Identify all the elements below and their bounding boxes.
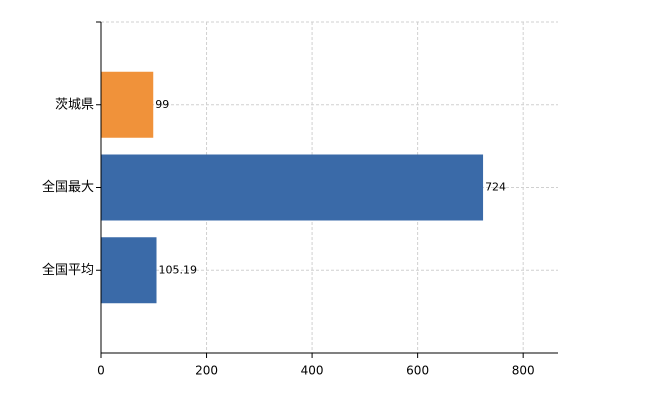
y-tick-label: 全国最大: [42, 179, 94, 195]
x-tick-label: 0: [97, 364, 105, 378]
bar: [101, 154, 484, 221]
y-tick-label: 全国平均: [42, 262, 94, 278]
x-tick-label: 600: [406, 364, 429, 378]
bar: [101, 71, 154, 138]
y-tick-label: 茨城県: [55, 97, 94, 112]
value-label: 724: [485, 181, 506, 194]
value-label: 99: [155, 98, 169, 111]
x-tick-label: 800: [512, 364, 535, 378]
x-tick-label: 400: [301, 364, 324, 378]
value-label: 105.19: [159, 263, 198, 276]
bar: [101, 237, 157, 304]
x-tick-label: 200: [195, 364, 218, 378]
